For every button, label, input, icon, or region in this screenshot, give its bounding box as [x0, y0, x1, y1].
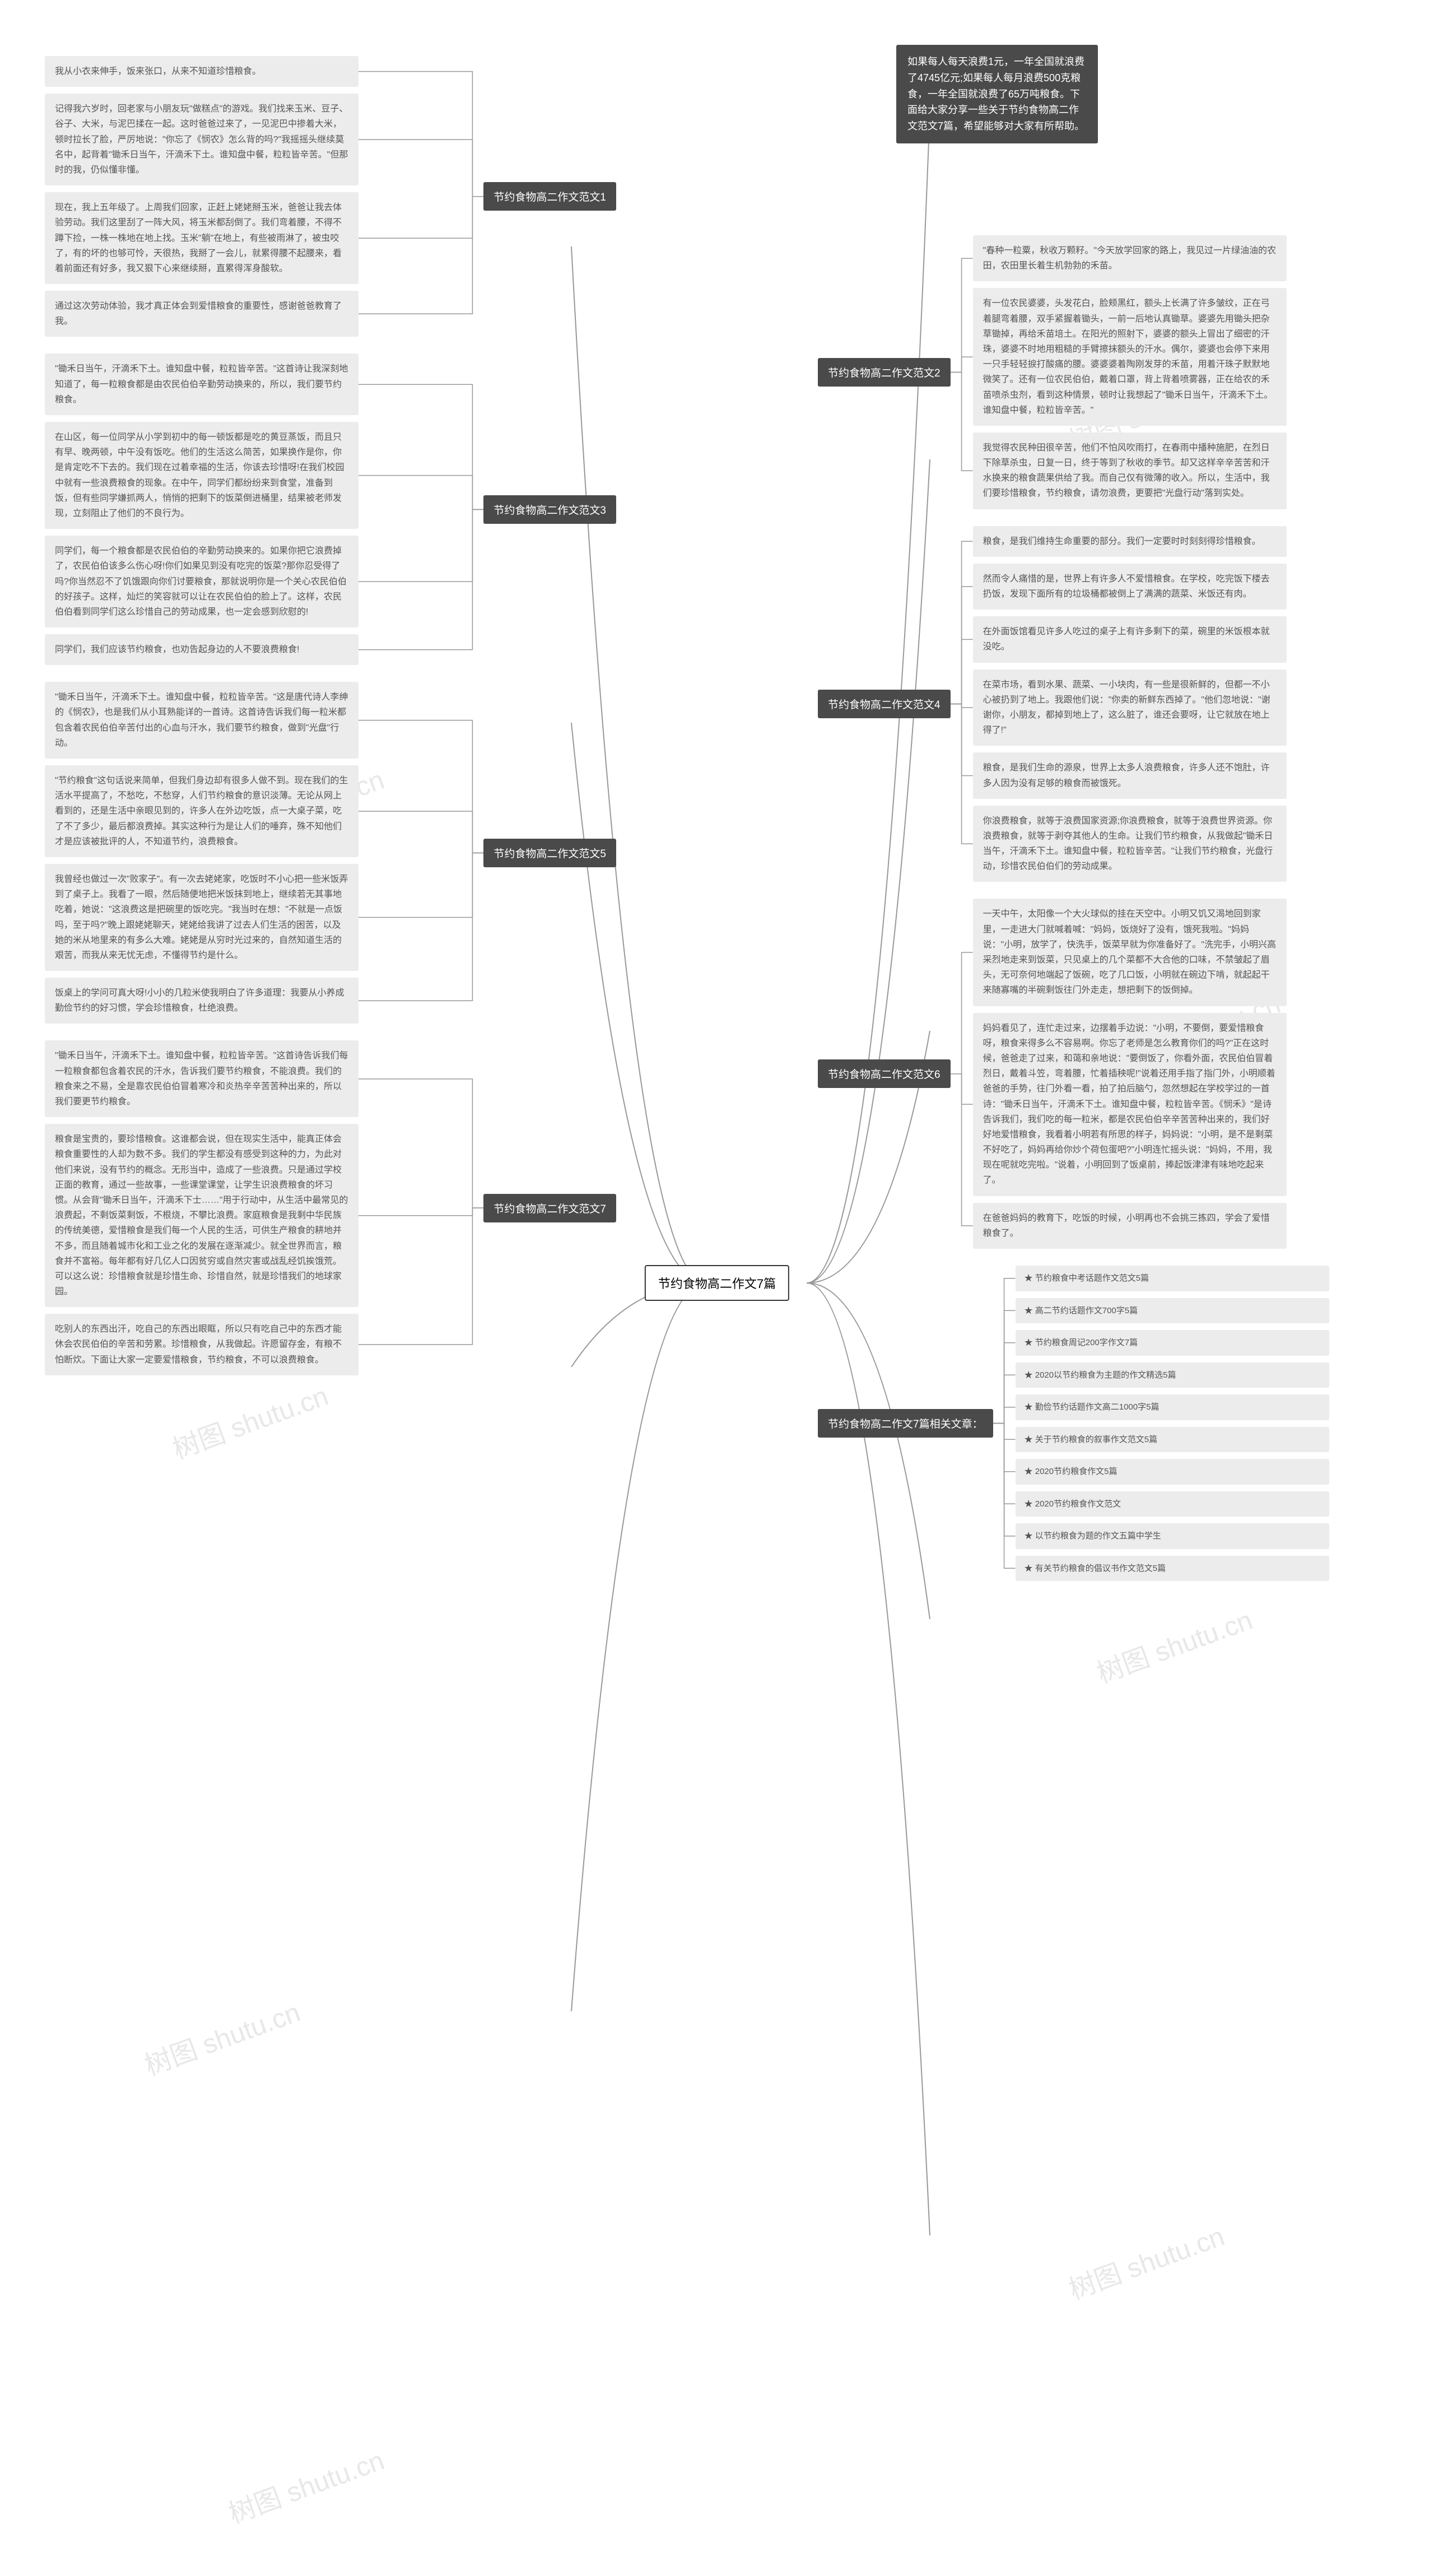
- leaf: ★ 2020节约粮食作文5篇: [1016, 1459, 1329, 1485]
- leaf: 一天中午，太阳像一个大火球似的挂在天空中。小明又饥又渴地回到家里，一走进大门就喊…: [973, 899, 1287, 1006]
- leaf: 有一位农民婆婆，头发花白，脸颊黑红，额头上长满了许多皱纹，正在弓着腿弯着腰，双手…: [973, 288, 1287, 426]
- leaf: ★ 高二节约话题作文700字5篇: [1016, 1298, 1329, 1324]
- leaf: 现在，我上五年级了。上周我们回家，正赶上姥姥掰玉米，爸爸让我去体验劳动。我们这里…: [45, 192, 358, 284]
- leaf: 粮食，是我们生命的源泉，世界上太多人浪费粮食，许多人还不饱肚，许多人因为没有足够…: [973, 752, 1287, 798]
- branch-3: 节约食物高二作文范文3 "锄禾日当午，汗滴禾下土。谁知盘中餐，粒粒皆辛苦。"这首…: [45, 354, 616, 665]
- branch-1: 节约食物高二作文范文1 我从小衣来伸手，饭来张口，从来不知道珍惜粮食。 记得我六…: [45, 56, 616, 337]
- leaf: 在爸爸妈妈的教育下，吃饭的时候，小明再也不会挑三拣四，学会了爱惜粮食了。: [973, 1203, 1287, 1249]
- leaf: ★ 2020以节约粮食为主题的作文精选5篇: [1016, 1363, 1329, 1388]
- leaf: ★ 以节约粮食为题的作文五篇中学生: [1016, 1523, 1329, 1549]
- leaf: "春种一粒粟，秋收万颗籽。"今天放学回家的路上，我见过一片绿油油的农田，农田里长…: [973, 235, 1287, 281]
- branch-title-7: 节约食物高二作文范文7: [483, 1194, 616, 1222]
- branch-5: 节约食物高二作文范文5 "锄禾日当午，汗滴禾下土。谁知盘中餐，粒粒皆辛苦。"这是…: [45, 682, 616, 1024]
- intro-node: 如果每人每天浪费1元，一年全国就浪费了4745亿元;如果每人每月浪费500克粮食…: [896, 45, 1098, 143]
- leaf: 记得我六岁时，回老家与小朋友玩"做糕点"的游戏。我们找来玉米、豆子、谷子、大米，…: [45, 94, 358, 185]
- branch-7: 节约食物高二作文范文7 "锄禾日当午，汗滴禾下土。谁知盘中餐，粒粒皆辛苦。"这首…: [45, 1040, 616, 1375]
- leaf: ★ 节约粮食中考话题作文范文5篇: [1016, 1266, 1329, 1291]
- leaf: ★ 节约粮食周记200字作文7篇: [1016, 1330, 1329, 1356]
- leaves-related: ★ 节约粮食中考话题作文范文5篇 ★ 高二节约话题作文700字5篇 ★ 节约粮食…: [1016, 1266, 1389, 1581]
- leaf: 粮食是宝贵的，要珍惜粮食。这谁都会说，但在现实生活中，能真正体会粮食重要性的人却…: [45, 1124, 358, 1307]
- mindmap-container: 节约食物高二作文7篇 如果每人每天浪费1元，一年全国就浪费了4745亿元;如果每…: [11, 22, 1423, 2544]
- leaves-3: "锄禾日当午，汗滴禾下土。谁知盘中餐，粒粒皆辛苦。"这首诗让我深刻地知道了，每一…: [45, 354, 461, 665]
- leaf: "锄禾日当午，汗滴禾下土。谁知盘中餐，粒粒皆辛苦。"这首诗告诉我们每一粒粮食都包…: [45, 1040, 358, 1117]
- leaf: 然而令人痛惜的是，世界上有许多人不爱惜粮食。在学校，吃完饭下楼去扔饭，发现下面所…: [973, 564, 1287, 610]
- leaves-2: "春种一粒粟，秋收万颗籽。"今天放学回家的路上，我见过一片绿油油的农田，农田里长…: [973, 235, 1389, 509]
- leaf: 同学们，我们应该节约粮食，也劝告起身边的人不要浪费粮食!: [45, 634, 358, 665]
- leaves-1: 我从小衣来伸手，饭来张口，从来不知道珍惜粮食。 记得我六岁时，回老家与小朋友玩"…: [45, 56, 461, 337]
- leaf: 粮食，是我们维持生命重要的部分。我们一定要时时刻刻得珍惜粮食。: [973, 526, 1287, 557]
- branch-title-related: 节约食物高二作文7篇相关文章：: [818, 1409, 993, 1438]
- leaf: 你浪费粮食，就等于浪费国家资源;你浪费粮食，就等于浪费世界资源。你浪费粮食，就等…: [973, 806, 1287, 882]
- leaf: 我觉得农民种田很辛苦，他们不怕风吹雨打，在春雨中播种施肥，在烈日下除草杀虫，日复…: [973, 433, 1287, 509]
- branch-title-1: 节约食物高二作文范文1: [483, 182, 616, 211]
- branch-title-6: 节约食物高二作文范文6: [818, 1059, 951, 1088]
- leaves-7: "锄禾日当午，汗滴禾下土。谁知盘中餐，粒粒皆辛苦。"这首诗告诉我们每一粒粮食都包…: [45, 1040, 461, 1375]
- leaves-6: 一天中午，太阳像一个大火球似的挂在天空中。小明又饥又渴地回到家里，一走进大门就喊…: [973, 899, 1389, 1249]
- leaves-4: 粮食，是我们维持生命重要的部分。我们一定要时时刻刻得珍惜粮食。 然而令人痛惜的是…: [973, 526, 1389, 882]
- branch-related: 节约食物高二作文7篇相关文章： ★ 节约粮食中考话题作文范文5篇 ★ 高二节约话…: [818, 1266, 1389, 1581]
- center-node: 节约食物高二作文7篇: [645, 1265, 789, 1301]
- leaf: ★ 2020节约粮食作文范文: [1016, 1491, 1329, 1517]
- leaf: 在菜市场，看到水果、蔬菜、一小块肉，有一些是很新鲜的，但都一不小心被扔到了地上。…: [973, 669, 1287, 746]
- leaf: ★ 有关节约粮食的倡议书作文范文5篇: [1016, 1556, 1329, 1582]
- leaf: 饭桌上的学问可真大呀!小小的几粒米使我明白了许多道理：我要从小养成勤俭节约的好习…: [45, 978, 358, 1024]
- branch-6: 节约食物高二作文范文6 一天中午，太阳像一个大火球似的挂在天空中。小明又饥又渴地…: [818, 899, 1389, 1249]
- leaf: 吃别人的东西出汗，吃自己的东西出眼眶，所以只有吃自己中的东西才能休会农民伯伯的辛…: [45, 1314, 358, 1375]
- leaf: 同学们，每一个粮食都是农民伯伯的辛勤劳动换来的。如果你把它浪费掉了，农民伯伯该多…: [45, 536, 358, 627]
- leaf: 在外面饭馆看见许多人吃过的桌子上有许多剩下的菜，碗里的米饭根本就没吃。: [973, 616, 1287, 662]
- branch-2: 节约食物高二作文范文2 "春种一粒粟，秋收万颗籽。"今天放学回家的路上，我见过一…: [818, 235, 1389, 509]
- leaf: 在山区，每一位同学从小学到初中的每一顿饭都是吃的黄豆蒸饭，而且只有早、晚两顿，中…: [45, 422, 358, 529]
- leaf: ★ 勤俭节约话题作文高二1000字5篇: [1016, 1394, 1329, 1420]
- branch-title-4: 节约食物高二作文范文4: [818, 690, 951, 718]
- leaf: 我从小衣来伸手，饭来张口，从来不知道珍惜粮食。: [45, 56, 358, 87]
- leaf: ★ 关于节约粮食的叙事作文范文5篇: [1016, 1427, 1329, 1453]
- leaf: "锄禾日当午，汗滴禾下土。谁知盘中餐，粒粒皆辛苦。"这是唐代诗人李绅的《悯农》，…: [45, 682, 358, 759]
- leaf: "锄禾日当午，汗滴禾下土。谁知盘中餐，粒粒皆辛苦。"这首诗让我深刻地知道了，每一…: [45, 354, 358, 415]
- leaf: "节约粮食"这句话说来简单，但我们身边却有很多人做不到。现在我们的生活水平提高了…: [45, 765, 358, 857]
- leaves-5: "锄禾日当午，汗滴禾下土。谁知盘中餐，粒粒皆辛苦。"这是唐代诗人李绅的《悯农》，…: [45, 682, 461, 1024]
- right-branches: 节约食物高二作文范文2 "春种一粒粟，秋收万颗籽。"今天放学回家的路上，我见过一…: [818, 235, 1389, 1581]
- leaf: 我曾经也做过一次"败家子"。有一次去姥姥家，吃饭时不小心把一些米饭弄到了桌子上。…: [45, 864, 358, 971]
- leaf: 通过这次劳动体验，我才真正体会到爱惜粮食的重要性，感谢爸爸教育了我。: [45, 291, 358, 337]
- branch-4: 节约食物高二作文范文4 粮食，是我们维持生命重要的部分。我们一定要时时刻刻得珍惜…: [818, 526, 1389, 882]
- branch-title-3: 节约食物高二作文范文3: [483, 495, 616, 524]
- branch-title-5: 节约食物高二作文范文5: [483, 839, 616, 867]
- left-branches: 节约食物高二作文范文1 我从小衣来伸手，饭来张口，从来不知道珍惜粮食。 记得我六…: [45, 56, 616, 1375]
- branch-title-2: 节约食物高二作文范文2: [818, 358, 951, 387]
- leaf: 妈妈看见了，连忙走过来，边摆着手边说："小明，不要倒，要爱惜粮食呀，粮食来得多么…: [973, 1013, 1287, 1196]
